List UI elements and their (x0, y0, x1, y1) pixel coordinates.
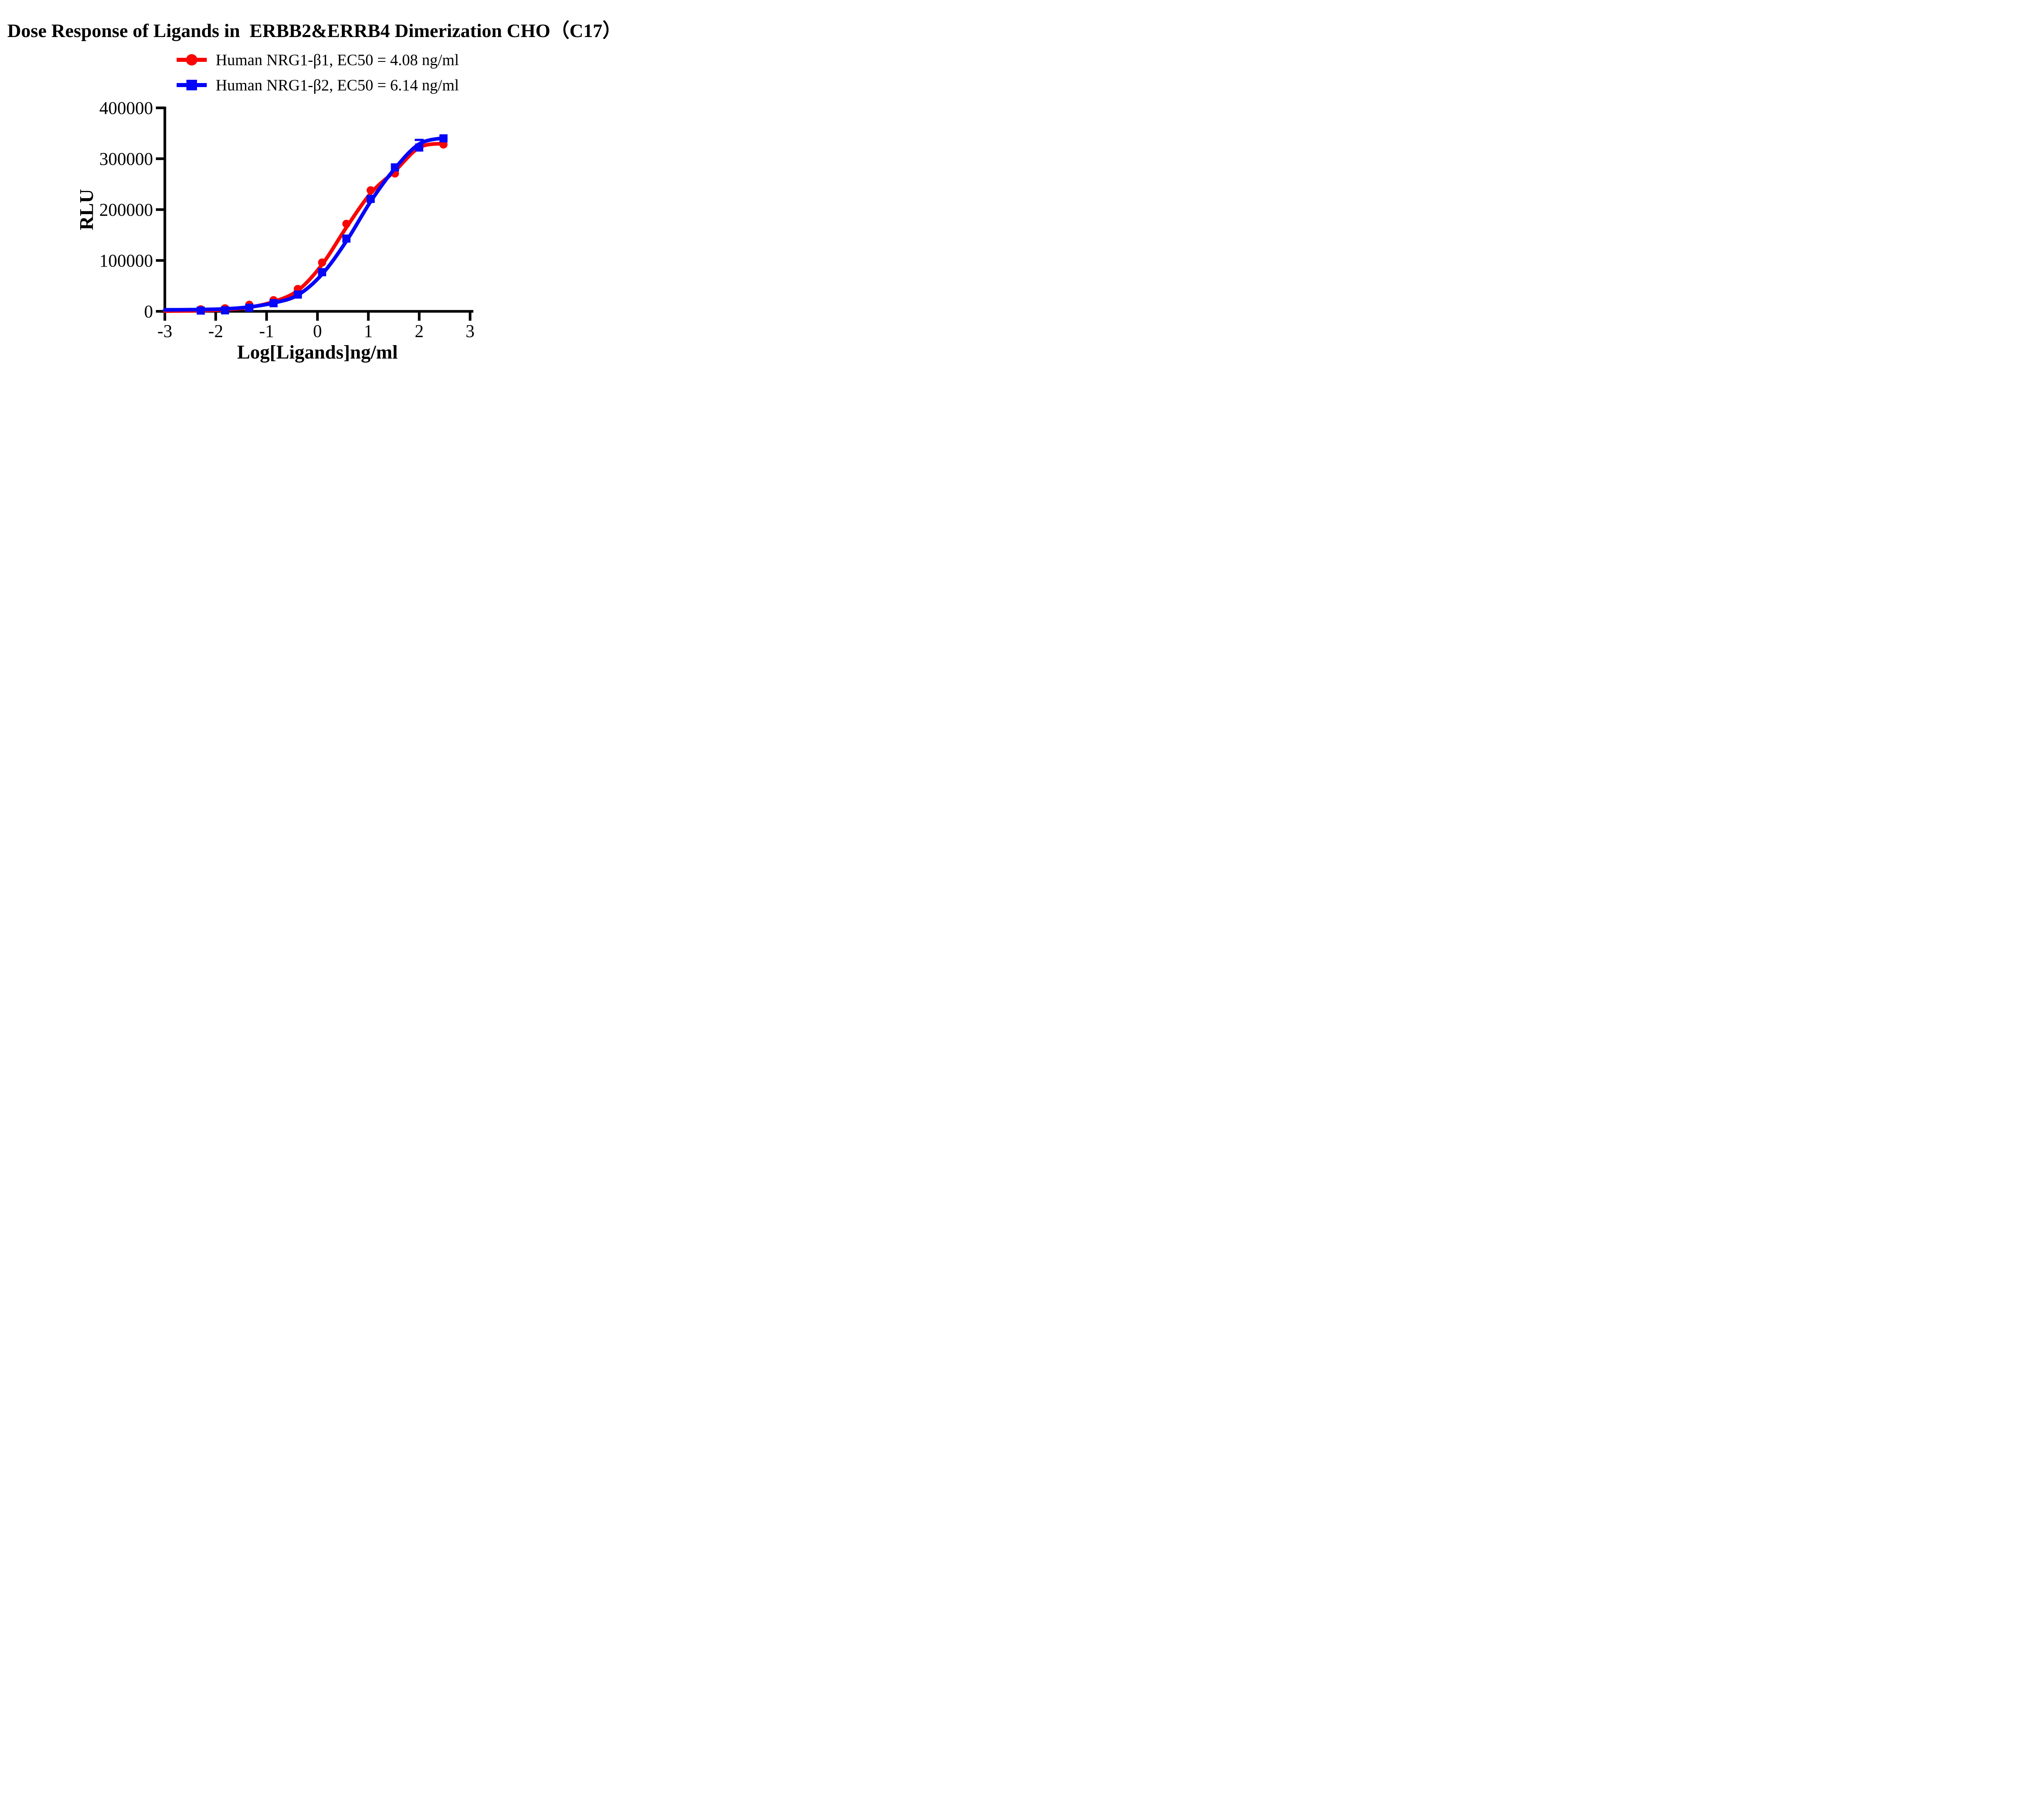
y-tick-label-1: 100000 (99, 251, 153, 271)
series-1-point-6 (342, 234, 351, 243)
legend-label-nrg1-b1: Human NRG1-β1, EC50 = 4.08 ng/ml (216, 51, 459, 69)
series-1-point-1 (221, 306, 229, 315)
legend-marker-square-icon (177, 80, 207, 90)
series-1-point-0 (197, 306, 205, 315)
y-axis-title: RLU (76, 189, 98, 230)
series-1-point-9 (415, 143, 423, 152)
y-tick-label-0: 0 (144, 302, 153, 322)
y-tick-label-2: 200000 (99, 200, 153, 220)
series-1-point-8 (391, 163, 399, 172)
series-0-point-7 (366, 186, 375, 195)
series-1-point-5 (318, 268, 326, 276)
x-tick-label-0: -3 (158, 321, 173, 341)
legend-item-nrg1-b1: Human NRG1-β1, EC50 = 4.08 ng/ml (175, 50, 459, 70)
y-tick-label-3: 300000 (99, 149, 153, 169)
series-1-point-7 (366, 195, 375, 203)
x-tick-label-2: -1 (259, 321, 274, 341)
series-1-point-3 (269, 299, 278, 307)
series-1-point-10 (439, 134, 448, 142)
legend-label-nrg1-b2: Human NRG1-β2, EC50 = 6.14 ng/ml (216, 76, 459, 94)
legend-item-nrg1-b2: Human NRG1-β2, EC50 = 6.14 ng/ml (175, 75, 459, 95)
x-tick-label-3: 0 (313, 321, 322, 341)
y-tick-label-4: 400000 (99, 98, 153, 118)
series-0-curve (163, 142, 446, 313)
dose-response-figure: Dose Response of Ligands in ERBB2&ERRB4 … (0, 0, 629, 372)
legend-marker-circle-icon (177, 54, 207, 66)
x-tick-label-5: 2 (415, 321, 424, 341)
x-tick-label-4: 1 (364, 321, 373, 341)
series-1-point-4 (293, 290, 302, 299)
series-1-point-2 (245, 304, 254, 312)
x-tick-label-1: -2 (208, 321, 223, 341)
plot-area: -3 -2 -1 0 1 2 3 0 100000 200000 300000 400000 (99, 98, 475, 341)
legend: Human NRG1-β1, EC50 = 4.08 ng/ml Human N… (175, 50, 459, 100)
x-axis-title: Log[Ligands]ng/ml (0, 341, 629, 363)
series-0-point-6 (342, 220, 351, 228)
series-0-point-5 (318, 258, 326, 267)
x-tick-label-6: 3 (466, 321, 475, 341)
chart-title: Dose Response of Ligands in ERBB2&ERRB4 … (7, 20, 622, 42)
x-axis-title-text: Log[Ligands]ng/ml (237, 341, 398, 363)
